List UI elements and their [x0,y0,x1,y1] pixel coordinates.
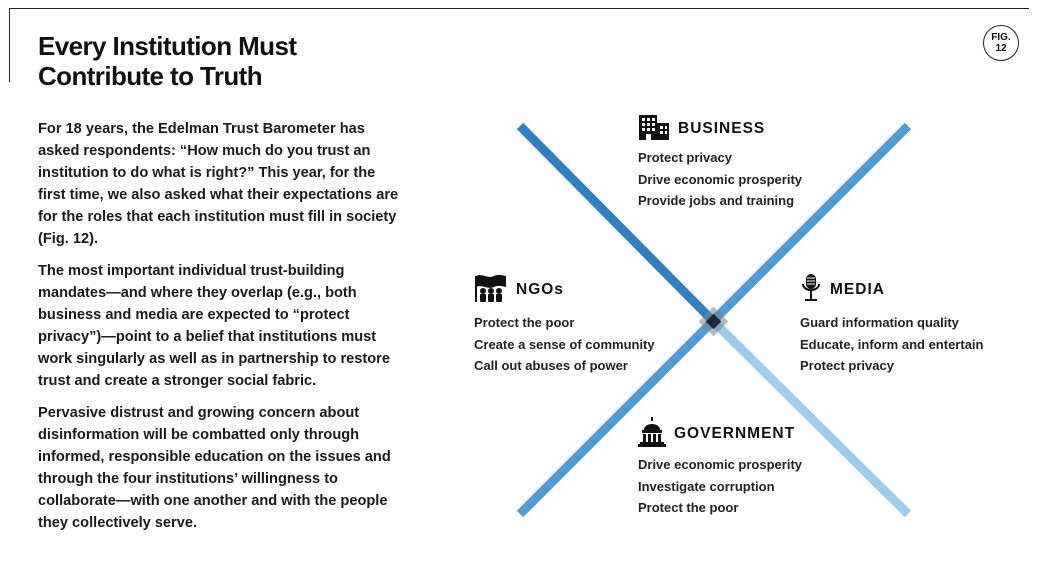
business-role-1: Protect privacy [638,150,732,165]
government-role-2: Investigate corruption [638,478,775,494]
page-title-line-2: Contribute to Truth [38,61,263,91]
arm-top-left [516,122,716,324]
body-paragraph-3: Pervasive distrust and growing concern a… [38,405,391,531]
ngos-role-3: Call out abuses of power [474,358,628,373]
figure-badge: FIG. 12 [983,25,1019,61]
arm-bottom-right [710,318,912,518]
body-paragraph-2: The most important individual trust-buil… [38,263,390,389]
media-role-3: Protect privacy [800,358,894,373]
ngos-role-2: Create a sense of community [474,336,655,352]
government-role-1: Drive economic prosperity [638,457,802,472]
capitol-building-icon [638,416,666,452]
institution-government-name: GOVERNMENT [674,425,796,442]
business-role-2: Drive economic prosperity [638,171,802,187]
page-title-line-1: Every Institution Must [38,31,297,61]
institution-business: BUSINESS Protect privacy Drive economic … [638,114,802,212]
institution-ngos: NGOs Protect the poor Create a sense of … [474,273,655,377]
arm-bottom-left [516,318,716,518]
body-copy: For 18 years, the Edelman Trust Baromete… [38,118,400,544]
page-title: Every Institution Must Contribute to Tru… [38,31,297,91]
people-flag-icon [474,273,508,308]
institution-media-name: MEDIA [830,281,885,298]
institution-ngos-name: NGOs [516,281,564,298]
business-role-3: Provide jobs and training [638,193,795,208]
frame-left-rule [9,8,10,82]
media-role-2: Educate, inform and entertain [800,336,984,352]
frame-top-rule [9,8,1029,9]
microphone-icon [800,273,822,308]
institution-government: GOVERNMENT Drive economic prosperity Inv… [638,416,802,519]
figure-badge-number: 12 [995,43,1007,54]
government-role-3: Protect the poor [638,500,739,515]
institution-media: MEDIA Guard information quality Educate,… [800,273,984,377]
body-paragraph-1: For 18 years, the Edelman Trust Baromete… [38,121,399,247]
figure-badge-label: FIG. [991,32,1011,43]
office-building-icon [638,113,670,146]
ngos-role-1: Protect the poor [474,315,575,330]
arm-top-right [710,122,912,324]
media-role-1: Guard information quality [800,315,959,330]
institution-business-name: BUSINESS [678,120,766,137]
